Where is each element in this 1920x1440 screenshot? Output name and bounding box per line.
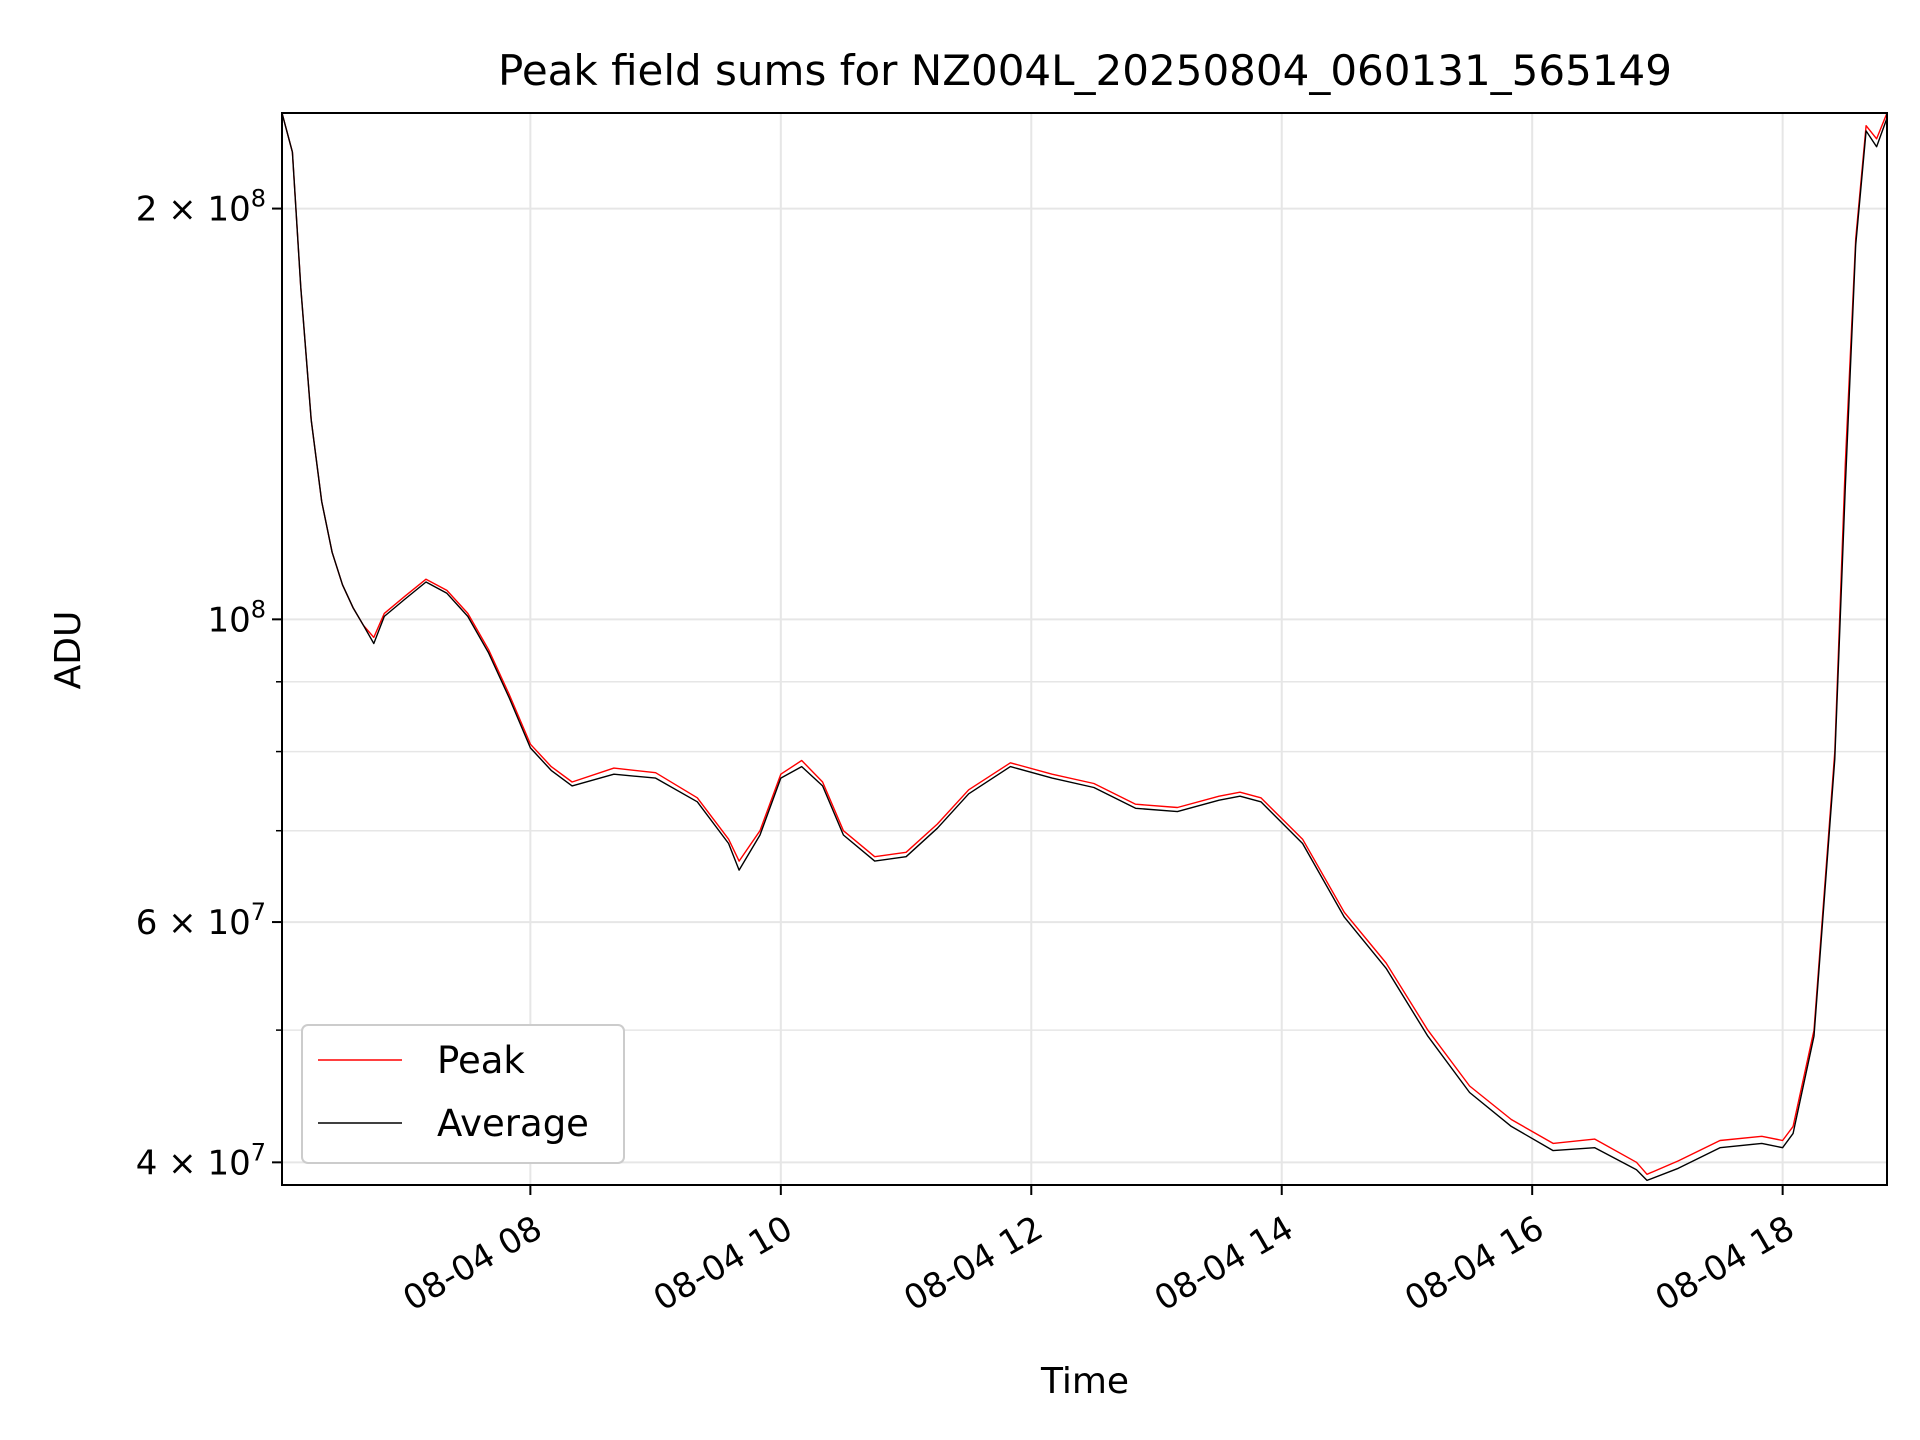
series-line-peak [281,112,1888,1175]
x-axis-label: Time [1040,1361,1129,1402]
y-axis-ticks: 4 × 107 6 × 107 108 2 × 108 [136,185,282,1183]
y-tick-label: 4 × 107 [136,1138,266,1183]
y-tick-label: 108 [207,595,266,640]
series-lines [281,112,1888,1182]
y-tick-label: 6 × 107 [136,898,266,943]
y-tick-label: 2 × 108 [136,185,266,230]
y-axis-label: ADU [48,611,89,690]
legend-peak-label: Peak [437,1039,525,1082]
plot-frame [281,112,1888,1186]
series-line-average [281,112,1888,1182]
legend-average-label: Average [437,1102,589,1145]
chart-title: Peak field sums for NZ004L_20250804_0601… [498,46,1672,95]
legend: Peak Average [301,1024,625,1164]
